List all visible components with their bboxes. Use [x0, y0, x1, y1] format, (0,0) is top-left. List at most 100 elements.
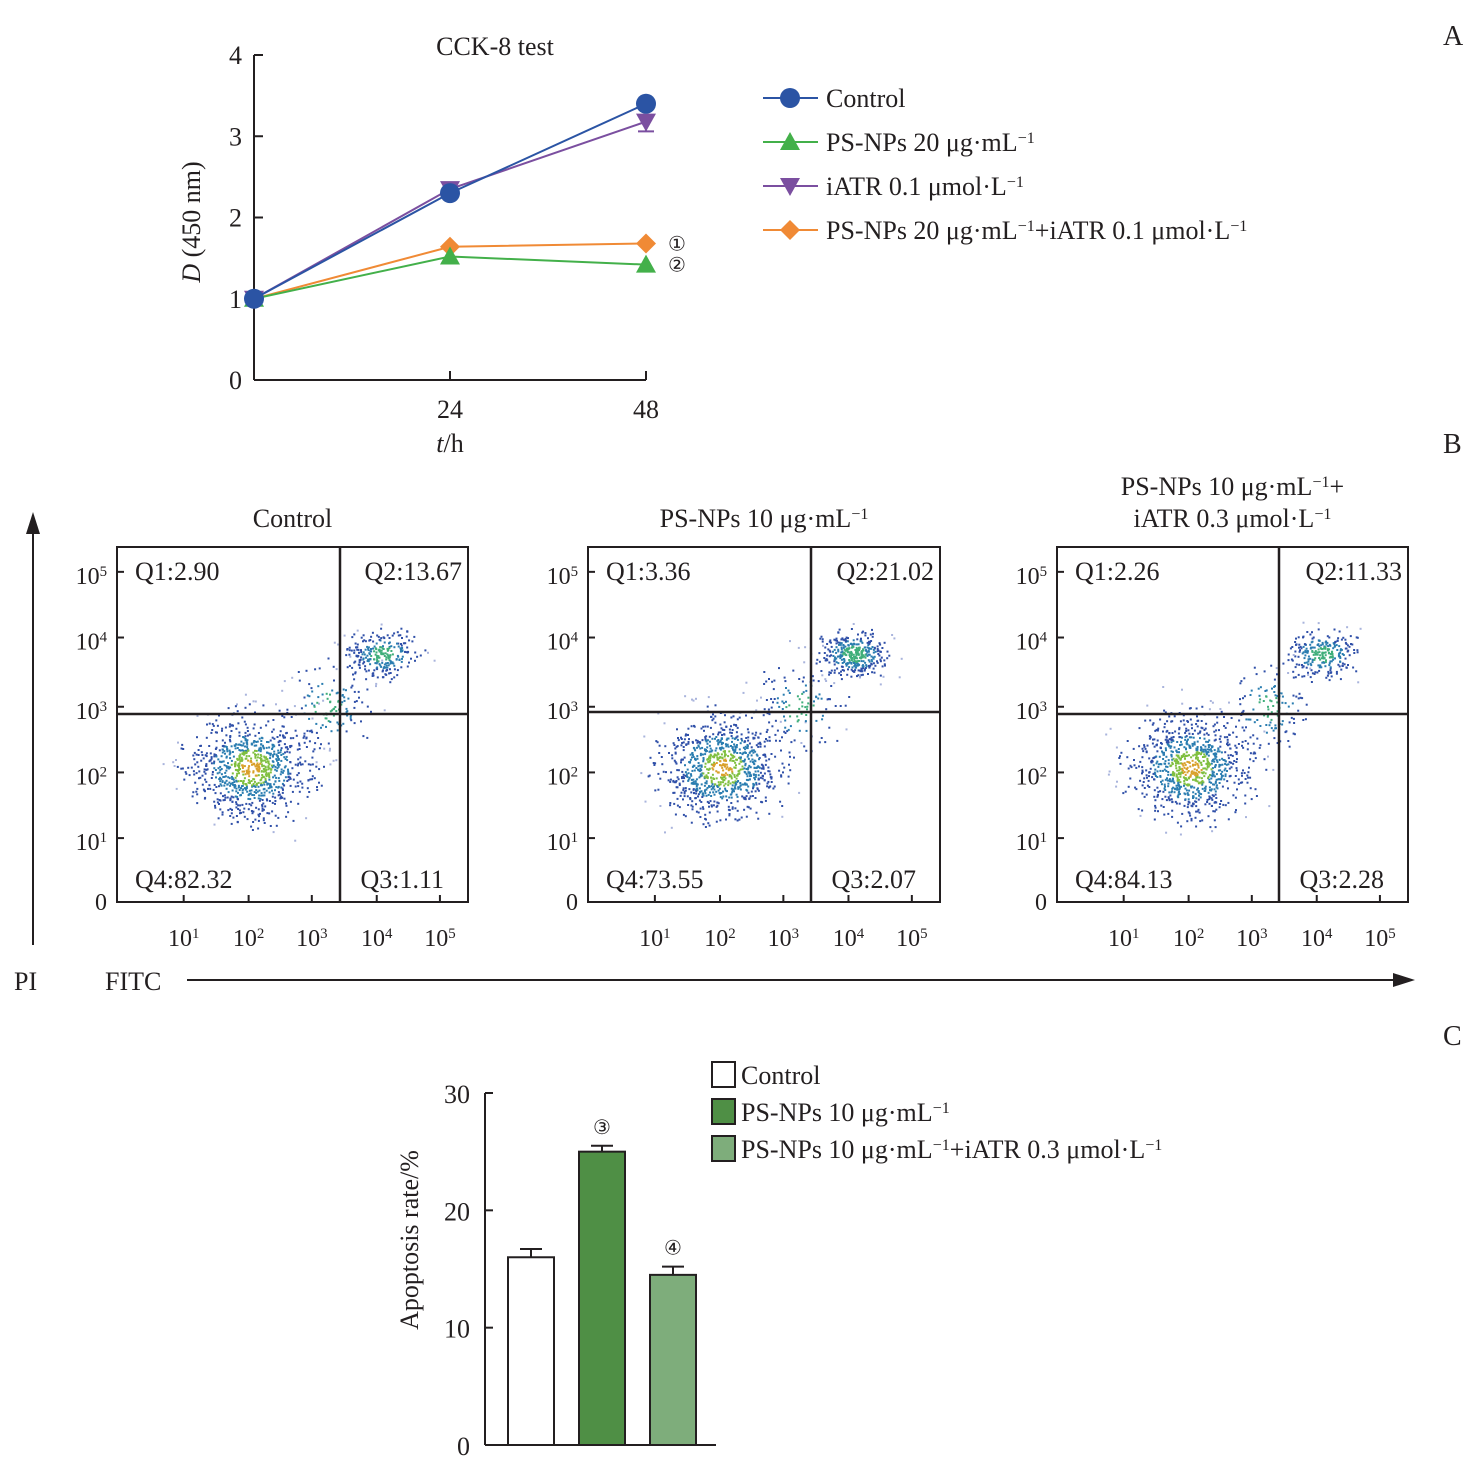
event-dot	[297, 758, 300, 761]
event-dot	[162, 763, 165, 766]
event-dot	[766, 739, 769, 742]
event-dot	[1315, 653, 1317, 656]
event-dot	[176, 765, 179, 768]
event-dot	[1273, 737, 1276, 740]
event-dot	[1119, 755, 1121, 758]
event-dot	[789, 755, 791, 758]
event-dot	[221, 781, 224, 783]
event-dot	[747, 806, 750, 809]
event-dot	[312, 750, 315, 753]
event-dot	[278, 779, 281, 782]
event-dot	[1190, 723, 1193, 726]
event-dot	[1292, 654, 1295, 656]
event-dot	[289, 745, 292, 747]
event-dot	[811, 675, 814, 678]
event-dot	[1213, 788, 1216, 791]
x-tick-label: 104	[833, 926, 865, 952]
event-dot	[371, 631, 374, 634]
event-dot	[705, 774, 708, 777]
event-dot	[871, 671, 874, 674]
event-dot	[1167, 762, 1170, 765]
event-dot	[196, 793, 199, 796]
event-dot	[265, 789, 268, 792]
event-dot	[727, 755, 730, 758]
event-dot	[1335, 670, 1338, 673]
event-dot	[728, 814, 731, 817]
event-dot	[289, 800, 292, 803]
event-dot	[311, 775, 314, 778]
event-dot	[1200, 753, 1202, 756]
event-dot	[248, 765, 251, 768]
event-dot	[870, 655, 873, 658]
event-dot	[712, 768, 715, 771]
event-dot	[861, 641, 864, 644]
event-dot	[684, 695, 687, 698]
event-dot	[828, 671, 831, 674]
event-dot	[252, 751, 255, 754]
event-dot	[260, 759, 263, 761]
event-dot	[1301, 652, 1304, 655]
event-dot	[718, 787, 721, 790]
event-dot	[381, 659, 384, 662]
event-dot	[847, 637, 849, 640]
event-dot	[741, 739, 743, 742]
event-dot	[1256, 737, 1259, 740]
event-dot	[246, 790, 249, 793]
event-dot	[840, 642, 843, 645]
event-dot	[1332, 642, 1335, 645]
event-dot	[1217, 778, 1220, 781]
event-dot	[858, 647, 861, 650]
event-dot	[273, 737, 276, 740]
event-dot	[214, 804, 216, 807]
event-dot	[1331, 652, 1334, 655]
event-dot	[1191, 744, 1194, 747]
event-dot	[728, 774, 731, 776]
event-dot	[1213, 819, 1216, 822]
event-dot	[264, 780, 267, 783]
event-dot	[685, 733, 687, 736]
event-dot	[362, 640, 364, 643]
event-dot	[1204, 748, 1207, 751]
event-dot	[318, 768, 321, 771]
event-dot	[1159, 769, 1162, 772]
event-dot	[700, 764, 703, 767]
event-dot	[861, 670, 864, 673]
event-dot	[850, 652, 853, 655]
event-dot	[390, 645, 393, 648]
event-dot	[707, 761, 710, 764]
event-dot	[825, 659, 827, 662]
event-dot	[850, 659, 853, 661]
event-dot	[700, 790, 703, 793]
event-dot	[728, 796, 731, 799]
event-dot	[735, 764, 737, 767]
event-dot	[691, 800, 694, 803]
event-dot	[708, 744, 711, 747]
event-dot	[1303, 657, 1306, 660]
event-dot	[274, 780, 277, 783]
event-dot	[253, 794, 256, 797]
event-dot	[702, 807, 705, 810]
event-dot	[1222, 759, 1225, 761]
event-dot	[844, 645, 847, 648]
event-dot	[282, 788, 284, 791]
event-dot	[720, 753, 723, 756]
event-dot	[757, 778, 760, 781]
event-dot	[709, 747, 712, 750]
event-dot	[367, 660, 370, 663]
event-dot	[1314, 650, 1317, 653]
event-dot	[1356, 651, 1359, 654]
event-dot	[1318, 666, 1321, 669]
event-dot	[1249, 718, 1252, 721]
event-dot	[676, 776, 679, 779]
event-dot	[864, 653, 867, 656]
legend-swatch	[711, 1135, 736, 1162]
event-dot	[1191, 785, 1194, 788]
event-dot	[1145, 750, 1148, 753]
event-dot	[1179, 833, 1182, 836]
event-dot	[1135, 788, 1138, 791]
event-dot	[1170, 755, 1173, 758]
event-dot	[744, 752, 747, 754]
event-dot	[215, 740, 218, 743]
event-dot	[228, 781, 231, 784]
event-dot	[285, 804, 288, 807]
